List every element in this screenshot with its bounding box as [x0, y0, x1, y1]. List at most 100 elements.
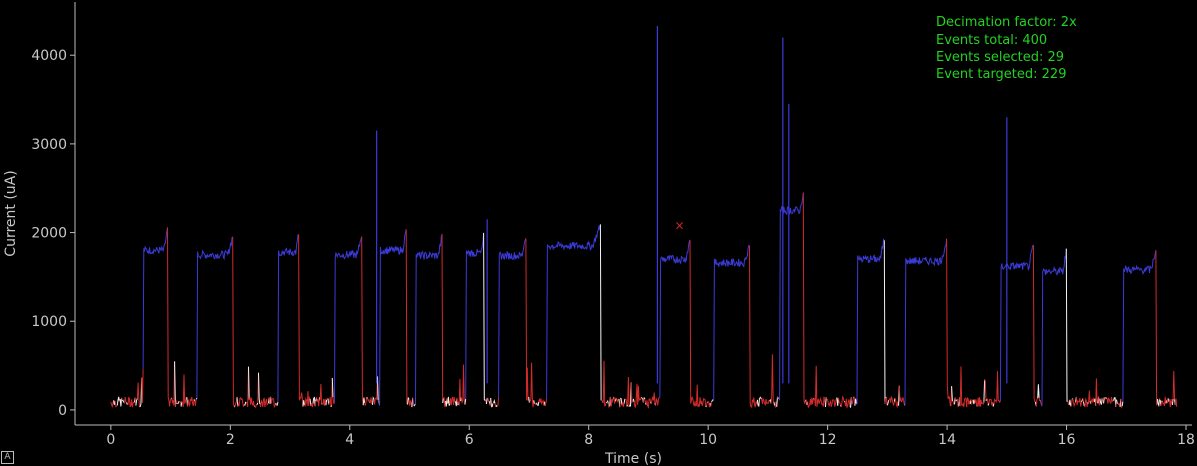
trace-segment: [1120, 398, 1123, 409]
trace-segment: [258, 372, 261, 405]
trace-segment: [988, 398, 994, 407]
trace-segment: [187, 396, 195, 408]
y-tick-label: 1000: [31, 314, 67, 330]
trace-segment: [1037, 384, 1040, 399]
trace-segment: [946, 238, 951, 405]
trace-segment: [275, 402, 277, 405]
trace-segment: [538, 398, 545, 406]
x-tick-label: 10: [699, 432, 717, 448]
trace-segment: [195, 397, 198, 400]
trace-segment: [705, 405, 707, 408]
trace-segment: [650, 392, 656, 404]
autoscale-button[interactable]: A: [1, 451, 14, 464]
trace-segment: [270, 396, 277, 409]
trace-segment: [627, 376, 630, 407]
trace-segment: [314, 401, 317, 407]
trace-segment: [259, 397, 269, 408]
trace-segment: [1155, 250, 1158, 406]
trace-segment: [114, 401, 118, 408]
x-tick-label: 16: [1058, 432, 1076, 448]
annotation-events-selected: Events selected: 29: [936, 50, 1064, 65]
trace-segment: [232, 236, 235, 406]
trace-segment: [840, 395, 845, 407]
x-tick-label: 6: [465, 432, 474, 448]
trace-segment: [546, 224, 601, 399]
y-tick-label: 4000: [31, 48, 67, 64]
trace-segment: [1083, 401, 1085, 406]
trace-segment: [364, 397, 368, 406]
trace-segment: [1070, 398, 1073, 407]
trace-segment: [1072, 398, 1077, 408]
trace-segment: [756, 399, 759, 406]
trace-segment: [1103, 396, 1105, 404]
trace-segment: [135, 398, 138, 406]
trace-segment: [490, 398, 492, 408]
trace-segment: [623, 398, 626, 404]
trace-segment: [1160, 400, 1163, 406]
trace-segment: [276, 401, 279, 406]
trace-segment: [883, 240, 886, 404]
trace-segment: [372, 396, 375, 405]
trace-segment: [959, 366, 971, 408]
trace-segment: [802, 192, 806, 404]
trace-segment: [888, 395, 895, 406]
trace-segment: [443, 396, 447, 408]
trace-segment: [465, 232, 485, 400]
trace-segment: [312, 397, 315, 404]
trace-segment: [774, 401, 778, 409]
trace-segment: [643, 397, 646, 400]
trace-segment: [749, 245, 758, 408]
trace-segment: [248, 366, 250, 400]
trace-segment: [413, 403, 416, 407]
trace-segment: [167, 227, 172, 407]
trace-segment: [407, 397, 410, 405]
trace-segment: [193, 399, 196, 402]
annotation-event-targeted: Event targeted: 229: [936, 67, 1066, 82]
trace-segment: [856, 238, 885, 405]
trace-segment: [999, 244, 1034, 402]
trace-segment: [332, 397, 335, 405]
trace-segment: [330, 405, 333, 408]
y-tick-label: 0: [58, 403, 67, 419]
trace-segment: [412, 397, 415, 407]
trace-segment: [123, 397, 127, 404]
trace-segment: [807, 397, 814, 409]
trace-segment: [706, 401, 708, 406]
trace-segment: [142, 227, 168, 370]
trace-segment: [974, 399, 978, 406]
trace-segment: [328, 397, 332, 407]
trace-segment: [537, 401, 540, 407]
trace-segment: [843, 401, 846, 403]
trace-segment: [362, 397, 366, 406]
trace-segment: [600, 399, 604, 403]
trace-segment: [442, 398, 444, 404]
trace-segment: [136, 382, 140, 407]
trace-segment: [246, 366, 249, 408]
trace-segment: [761, 397, 770, 407]
trace-segment: [1116, 399, 1119, 405]
trace-segment: [536, 402, 538, 406]
trace-segment: [689, 239, 707, 408]
trace-segment: [331, 377, 334, 398]
trace-segment: [322, 398, 327, 406]
trace-segment: [176, 402, 178, 405]
trace-segment: [1075, 396, 1082, 407]
trace-segment: [849, 397, 852, 409]
trace-segment: [449, 396, 456, 406]
trace-segment: [1121, 401, 1124, 407]
trace-segment: [316, 397, 320, 407]
trace-segment: [645, 398, 652, 409]
trace-segment: [773, 401, 776, 406]
trace-segment: [1161, 396, 1167, 407]
trace-segment: [1122, 250, 1157, 402]
trace-segment: [607, 400, 609, 404]
trace-segment: [171, 361, 176, 406]
trace-segment: [334, 236, 363, 402]
trace-segment: [458, 378, 462, 406]
trace-segment: [194, 399, 197, 406]
trace-segment: [116, 396, 120, 406]
trace-segment: [525, 238, 530, 401]
trace-segment: [534, 402, 538, 406]
trace-segment: [956, 398, 960, 408]
trace-segment: [234, 397, 238, 408]
